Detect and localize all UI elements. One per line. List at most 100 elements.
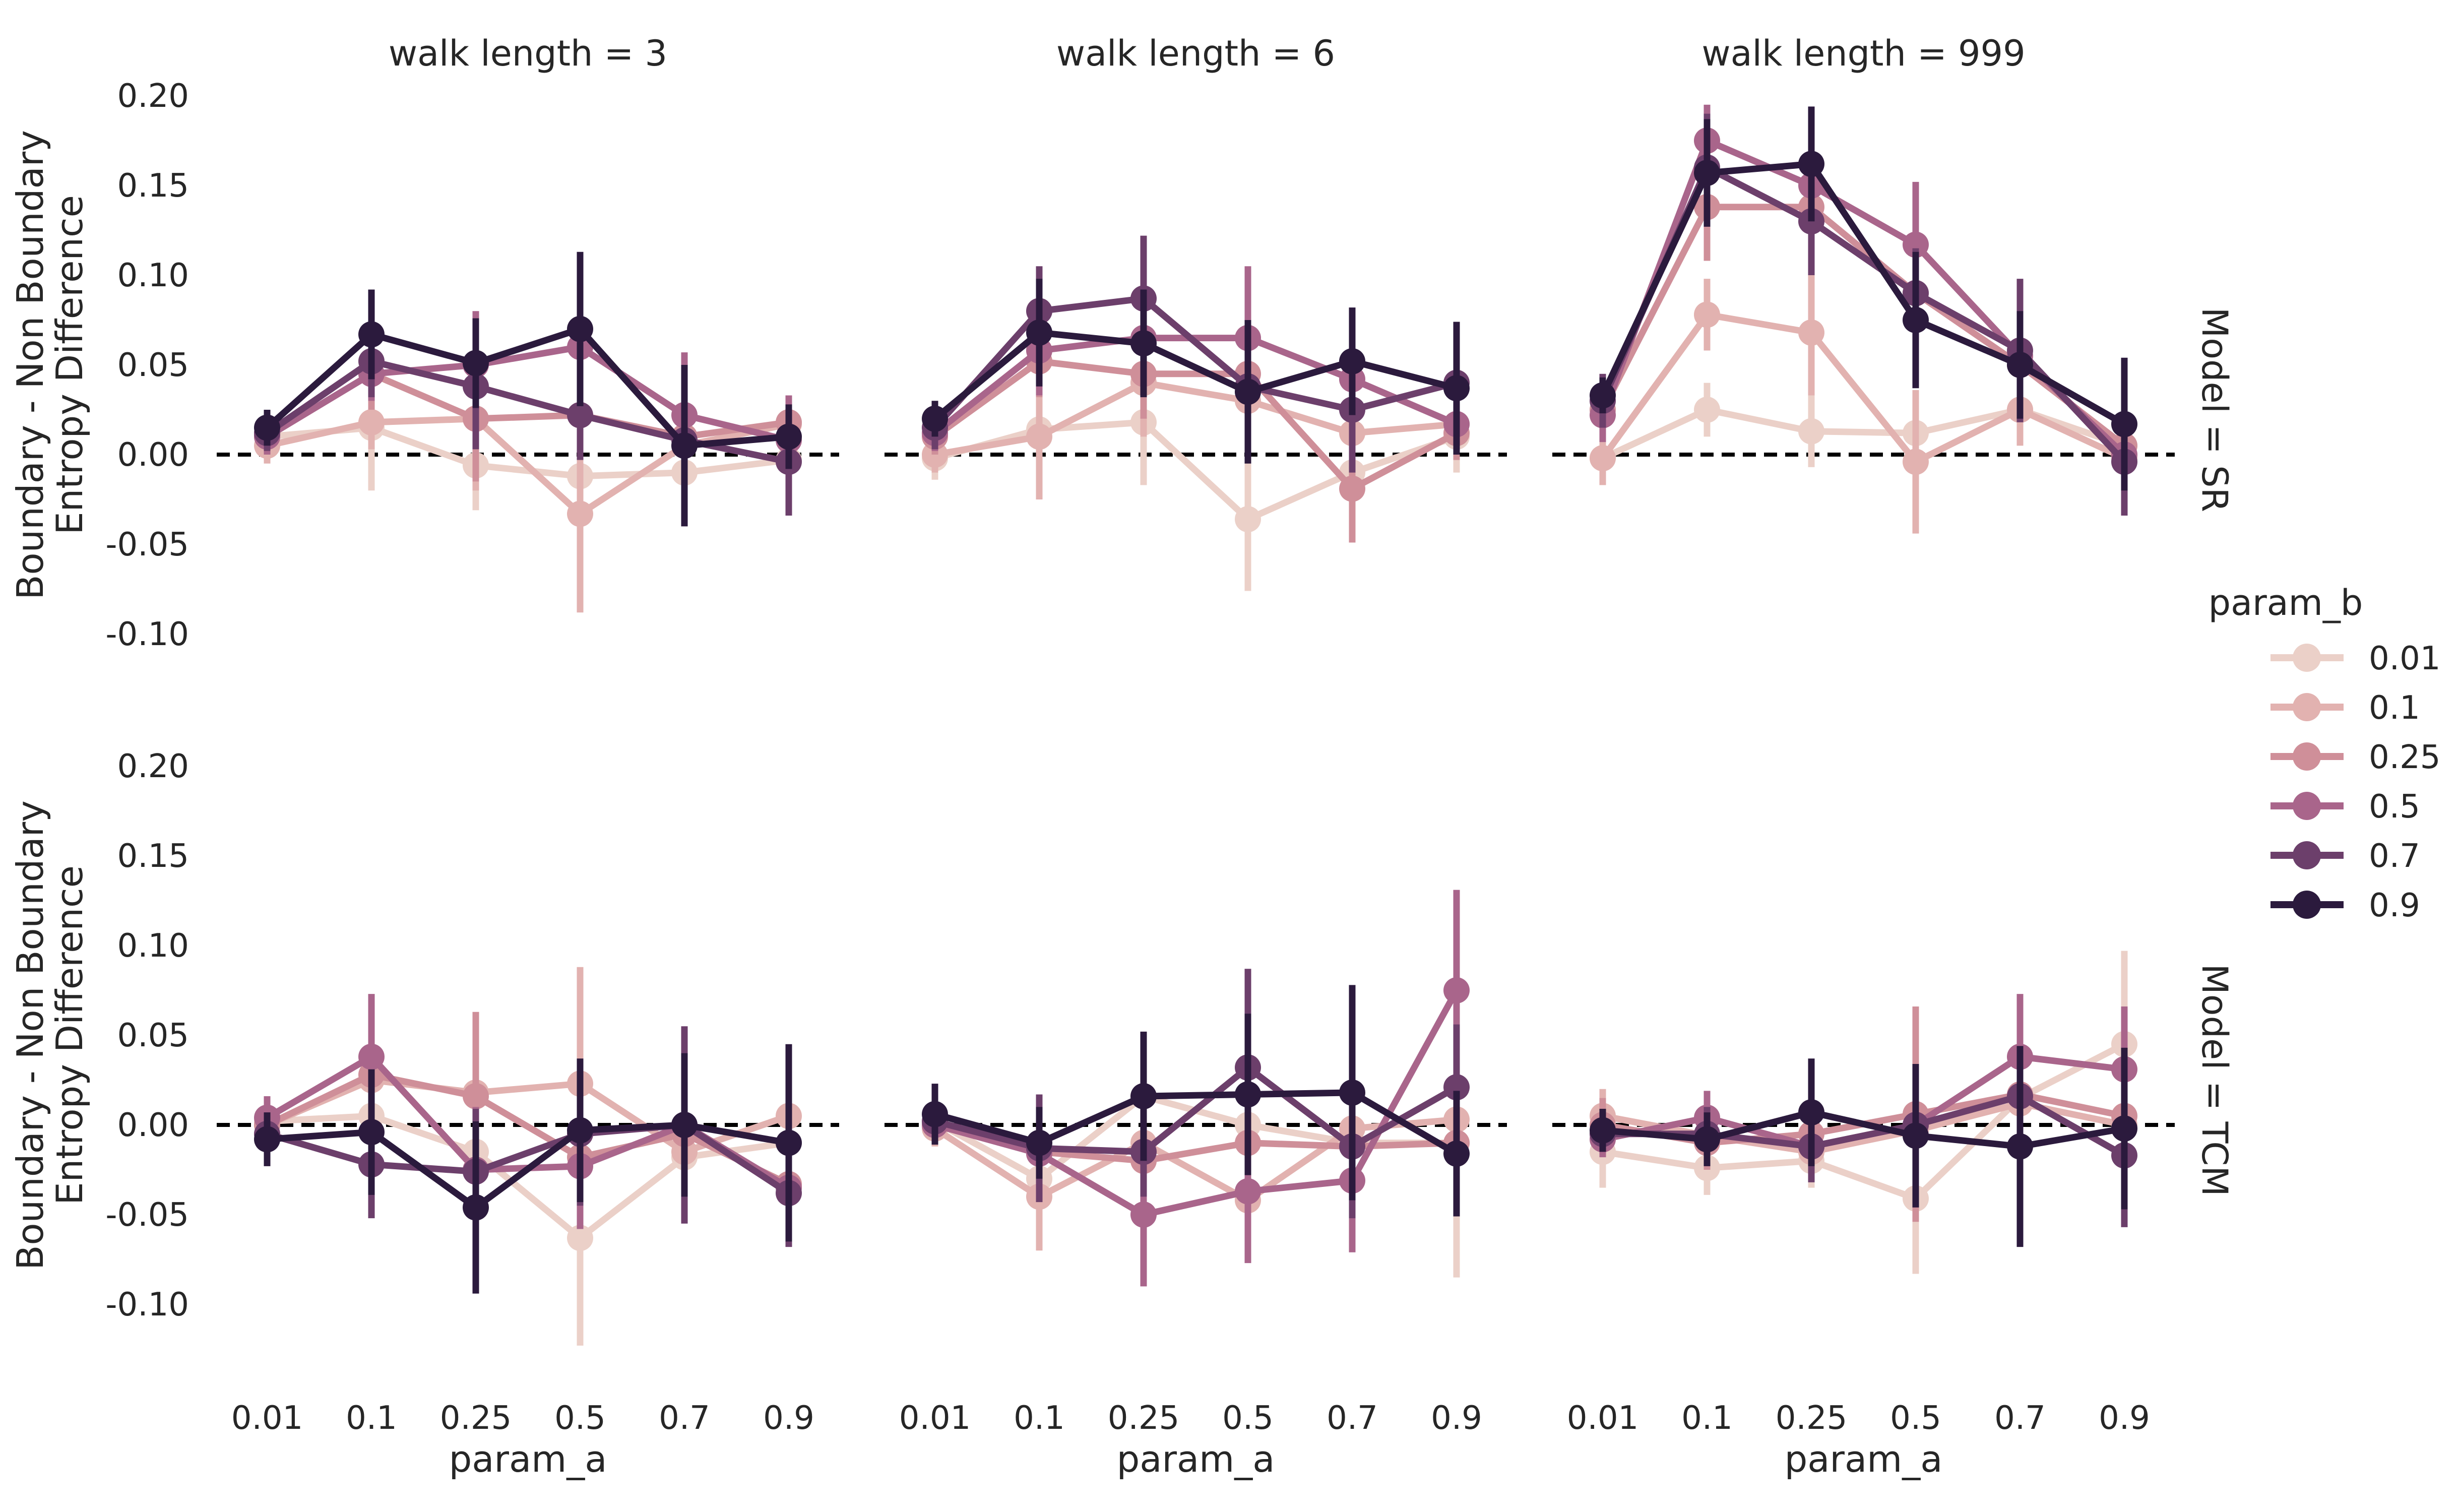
data-point [1235,379,1261,405]
y-tick-label: 0.20 [117,748,190,785]
series-line [1602,1109,2125,1150]
y-tick-label: 0.10 [117,927,190,965]
legend-item: 0.25 [2270,739,2441,776]
y-axis-title: Boundary - Non BoundaryEntropy Differenc… [9,800,91,1270]
panel-6 [1590,951,2137,1274]
data-point [463,1194,489,1221]
data-point [1026,319,1052,346]
x-tick-label: 0.25 [1108,1400,1180,1437]
data-point [1235,1178,1261,1205]
series-line [932,335,1458,436]
x-tick-label: 0.25 [1776,1400,1848,1437]
y-axis-title-line: Boundary - Non Boundary [9,800,51,1270]
legend-item: 0.1 [2270,689,2420,727]
y-axis-title-line: Entropy Difference [48,195,91,535]
data-point [776,423,802,450]
series-0.7 [1590,113,2137,516]
series-0.1 [1590,1067,2137,1193]
x-tick-label: 0.01 [1567,1400,1639,1437]
legend-marker [2293,742,2321,771]
series-0.25 [254,338,802,482]
y-axis-title: Boundary - Non BoundaryEntropy Differenc… [9,130,91,600]
x-tick-label: 0.7 [1327,1400,1378,1437]
data-point [1339,475,1365,502]
data-point [2111,411,2137,437]
data-point [1903,307,1929,333]
series-0.1 [1590,270,2137,534]
y-tick-label: 0.20 [117,78,190,115]
legend-marker [2293,841,2321,869]
legend-title: param_b [2209,582,2363,623]
x-axis-title: param_a [1117,1438,1275,1480]
data-point [922,1101,948,1127]
panel-5 [922,890,1470,1287]
data-point [1235,1081,1261,1108]
series-line [932,295,1458,430]
data-point [1694,1126,1720,1153]
y-tick-label: 0.05 [117,347,190,384]
series-0.01 [254,1071,802,1346]
x-axis-title: param_a [449,1438,607,1480]
data-point [2007,352,2033,378]
x-tick-label: 0.1 [1014,1400,1065,1437]
series-line [266,1121,791,1196]
legend-marker [2293,644,2321,672]
data-point [1798,151,1824,177]
data-point [1903,449,1929,475]
panel-4 [254,967,802,1346]
legend-label: 0.01 [2369,640,2441,677]
zero-reference-lines [217,453,2175,1127]
data-point [2111,1115,2137,1142]
column-title: walk length = 999 [1701,33,2025,74]
data-point [1339,1079,1365,1106]
legend-marker [2293,792,2321,820]
data-point [1590,382,1616,409]
x-tick-label: 0.5 [554,1400,606,1437]
series-0.9 [1590,1046,2137,1247]
legend-label: 0.25 [2369,739,2441,776]
series-line [267,1121,790,1211]
data-point [1590,1117,1616,1144]
x-tick-label: 0.1 [346,1400,397,1437]
series-line [1599,137,2127,457]
x-tick-label: 0.01 [231,1400,303,1437]
data-point [1026,423,1052,450]
series-0.25 [254,1012,802,1238]
y-tick-label: 0.10 [117,257,190,294]
data-point [358,409,385,435]
data-point [254,414,280,441]
y-tick-label: -0.05 [105,526,189,563]
y-tick-label: 0.15 [117,838,190,875]
y-tick-label: -0.05 [105,1196,189,1234]
data-point [1694,160,1720,186]
panel-2 [922,235,1470,591]
series-0.5 [922,890,1470,1287]
data-point [1903,231,1929,258]
y-axis-title-line: Boundary - Non Boundary [9,130,51,600]
row-label: Model = TCM [2194,964,2235,1196]
series-line [1601,406,2126,462]
x-tick-label: 0.25 [440,1400,512,1437]
legend-item: 0.7 [2270,838,2420,875]
series-line [1603,1093,2126,1159]
data-point [358,1119,385,1146]
legend-item: 0.9 [2270,887,2420,924]
data-point [1694,301,1720,328]
series-0.9 [254,251,802,527]
series-line [933,358,1459,492]
data-point [358,1043,385,1070]
y-tick-label: 0.15 [117,167,190,205]
x-tick-label: 0.9 [2099,1400,2150,1437]
x-tick-label: 0.7 [659,1400,710,1437]
legend-label: 0.9 [2369,887,2420,924]
legend-item: 0.01 [2270,640,2441,677]
data-point [463,1083,489,1110]
data-point [567,402,593,428]
y-tick-label: -0.10 [105,1286,189,1324]
data-point [1130,330,1157,357]
y-tick-label: 0.00 [117,436,190,474]
data-point [1130,1202,1157,1228]
data-point [1590,445,1616,472]
data-point [567,500,593,527]
